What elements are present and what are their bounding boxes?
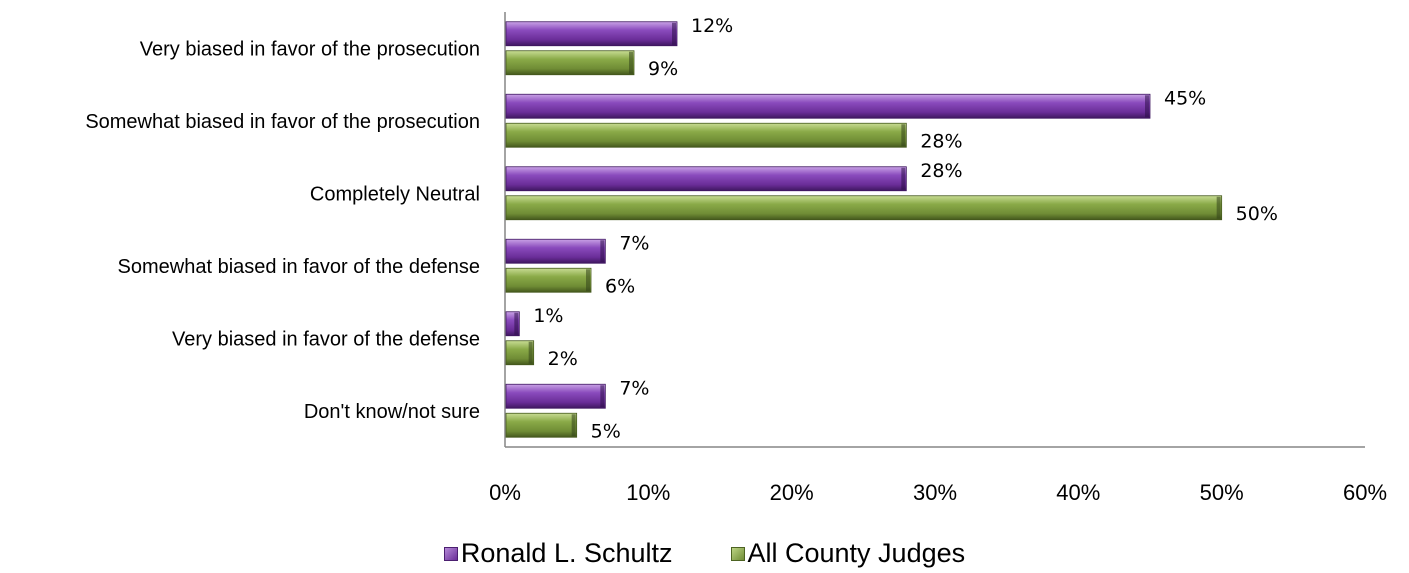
data-label-ronald-l-schultz-very-biased-in-favor-of-the-defense: 1% — [533, 305, 563, 327]
bar-ronald-l-schultz-somewhat-biased-in-favor-of-the-defense — [505, 238, 606, 264]
bar-cap-ronald-l-schultz-somewhat-biased-in-favor-of-the-prosecution — [1145, 95, 1149, 118]
x-tick-label: 0% — [489, 480, 521, 505]
legend-swatch-all-county-judges — [730, 546, 745, 561]
data-label-ronald-l-schultz-somewhat-biased-in-favor-of-the-defense: 7% — [619, 232, 649, 254]
bar-ronald-l-schultz-somewhat-biased-in-favor-of-the-prosecution — [505, 93, 1151, 119]
bar-all-county-judges-very-biased-in-favor-of-the-prosecution — [505, 50, 635, 76]
bar-cap-all-county-judges-somewhat-biased-in-favor-of-the-prosecution — [901, 124, 906, 147]
category-label-don-t-know-not-sure: Don't know/not sure — [304, 401, 480, 423]
legend-item-ronald-l-schultz: Ronald L. Schultz — [443, 538, 673, 569]
x-tick-label: 50% — [1200, 480, 1244, 505]
category-label-very-biased-in-favor-of-the-defense: Very biased in favor of the defense — [172, 328, 480, 350]
bar-all-county-judges-somewhat-biased-in-favor-of-the-prosecution — [505, 122, 907, 148]
bar-cap-ronald-l-schultz-somewhat-biased-in-favor-of-the-defense — [600, 240, 605, 263]
bar-all-county-judges-somewhat-biased-in-favor-of-the-defense — [505, 267, 592, 293]
data-label-ronald-l-schultz-completely-neutral: 28% — [920, 160, 962, 182]
data-label-all-county-judges-don-t-know-not-sure: 5% — [591, 420, 621, 442]
data-label-all-county-judges-somewhat-biased-in-favor-of-the-defense: 6% — [605, 275, 635, 297]
legend-label-all-county-judges: All County Judges — [747, 538, 966, 568]
data-label-all-county-judges-somewhat-biased-in-favor-of-the-prosecution: 28% — [920, 130, 962, 152]
legend-swatch-ronald-l-schultz — [443, 546, 458, 561]
category-label-very-biased-in-favor-of-the-prosecution: Very biased in favor of the prosecution — [140, 38, 480, 60]
bar-cap-all-county-judges-very-biased-in-favor-of-the-defense — [528, 341, 533, 364]
data-label-ronald-l-schultz-somewhat-biased-in-favor-of-the-prosecution: 45% — [1164, 87, 1206, 109]
bar-cap-all-county-judges-very-biased-in-favor-of-the-prosecution — [629, 51, 633, 74]
data-label-all-county-judges-completely-neutral: 50% — [1236, 203, 1278, 225]
x-tick-label: 40% — [1056, 480, 1100, 505]
bar-all-county-judges-completely-neutral — [505, 195, 1223, 221]
legend: Ronald L. Schultz All County Judges — [0, 538, 1409, 569]
bar-cap-all-county-judges-completely-neutral — [1216, 196, 1221, 219]
bar-cap-ronald-l-schultz-very-biased-in-favor-of-the-prosecution — [672, 22, 676, 45]
data-label-ronald-l-schultz-don-t-know-not-sure: 7% — [619, 377, 649, 399]
bar-all-county-judges-don-t-know-not-sure — [505, 412, 578, 438]
bar-ronald-l-schultz-don-t-know-not-sure — [505, 383, 606, 409]
category-label-somewhat-biased-in-favor-of-the-prosecution: Somewhat biased in favor of the prosecut… — [85, 111, 480, 133]
data-label-ronald-l-schultz-very-biased-in-favor-of-the-prosecution: 12% — [691, 15, 733, 37]
category-label-somewhat-biased-in-favor-of-the-defense: Somewhat biased in favor of the defense — [118, 256, 480, 278]
bar-cap-ronald-l-schultz-completely-neutral — [901, 167, 906, 190]
bar-cap-ronald-l-schultz-very-biased-in-favor-of-the-defense — [514, 312, 519, 335]
x-tick-label: 10% — [626, 480, 670, 505]
bar-cap-ronald-l-schultz-don-t-know-not-sure — [600, 385, 605, 408]
bar-ronald-l-schultz-completely-neutral — [505, 166, 907, 192]
bar-ronald-l-schultz-very-biased-in-favor-of-the-prosecution — [505, 21, 678, 47]
bar-cap-all-county-judges-don-t-know-not-sure — [571, 414, 576, 437]
x-tick-label: 30% — [913, 480, 957, 505]
bar-cap-all-county-judges-somewhat-biased-in-favor-of-the-defense — [586, 269, 590, 292]
x-tick-label: 60% — [1343, 480, 1387, 505]
x-tick-label: 20% — [770, 480, 814, 505]
legend-item-all-county-judges: All County Judges — [730, 538, 966, 569]
category-label-completely-neutral: Completely Neutral — [310, 183, 480, 205]
data-label-all-county-judges-very-biased-in-favor-of-the-prosecution: 9% — [648, 58, 678, 80]
legend-label-ronald-l-schultz: Ronald L. Schultz — [460, 538, 673, 568]
data-label-all-county-judges-very-biased-in-favor-of-the-defense: 2% — [548, 348, 578, 370]
